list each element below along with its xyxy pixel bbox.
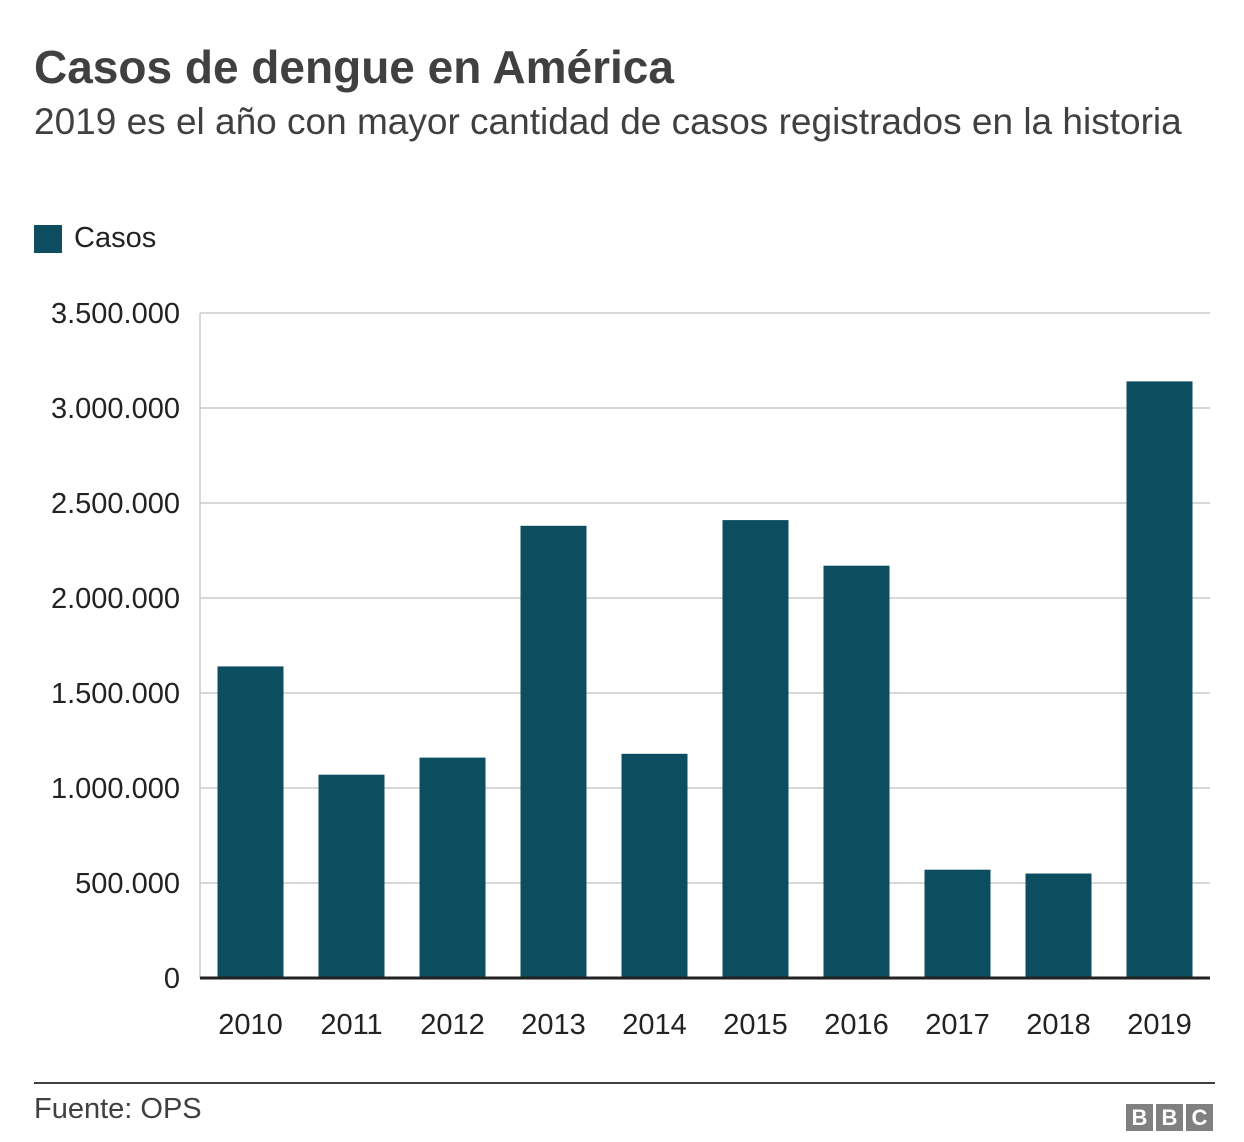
bar-2013 [520,525,587,978]
bbc-logo-letter: B [1156,1104,1183,1131]
bar-2016 [823,565,890,978]
bar-2012 [419,757,486,978]
bar-2017 [924,869,991,978]
x-tick-label: 2014 [622,1009,687,1041]
y-tick-label: 1.000.000 [51,773,180,805]
bar-2010 [217,666,284,978]
x-tick-label: 2018 [1026,1009,1091,1041]
x-tick-label: 2013 [521,1009,586,1041]
bar-2019 [1126,381,1193,978]
y-tick-label: 0 [164,963,180,995]
legend-label: Casos [74,222,157,254]
y-tick-label: 1.500.000 [51,678,180,710]
legend: Casos [34,222,156,255]
y-tick-label: 3.500.000 [51,298,180,330]
y-tick-label: 2.000.000 [51,583,180,615]
x-tick-label: 2010 [218,1009,283,1041]
bbc-logo-letter: B [1126,1104,1153,1131]
x-tick-label: 2019 [1127,1009,1192,1041]
bar-2018 [1025,873,1092,978]
source-divider [34,1082,1215,1084]
x-tick-label: 2017 [925,1009,990,1041]
bar-2014 [621,753,688,978]
x-tick-label: 2011 [320,1009,382,1041]
x-tick-label: 2012 [420,1009,485,1041]
y-tick-label: 500.000 [75,868,180,900]
chart-title: Casos de dengue en América [34,41,674,93]
legend-swatch [34,224,62,253]
y-tick-label: 2.500.000 [51,488,180,520]
source-note: Fuente: OPS [34,1093,202,1125]
x-tick-label: 2015 [723,1009,788,1041]
chart-subtitle: 2019 es el año con mayor cantidad de cas… [34,101,1182,142]
bar-2015 [722,520,789,978]
bbc-logo: B B C [1126,1104,1213,1131]
bbc-logo-letter: C [1186,1104,1213,1131]
bar-chart: 0 500.000 1.000.000 1.500.000 2.000.000 2.500… [51,298,1210,1041]
bar-2011 [318,774,385,978]
x-tick-label: 2016 [824,1009,889,1041]
y-tick-label: 3.000.000 [51,393,180,425]
